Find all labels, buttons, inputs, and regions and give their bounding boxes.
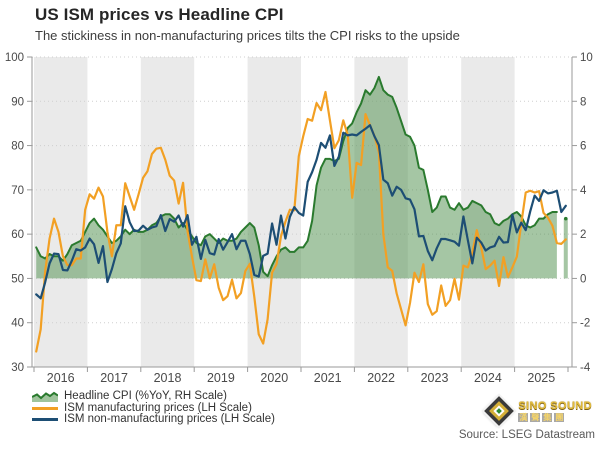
sinosound-logo: SINO SOUND 漢聲集團 [483,396,592,426]
svg-text:2023: 2023 [421,371,449,385]
svg-text:2021: 2021 [314,371,342,385]
svg-text:0: 0 [580,273,586,285]
svg-text:2025: 2025 [527,371,555,385]
legend-item: Headline CPI (%YoY, RH Scale) [32,391,275,403]
source-label: Source: LSEG Datastream [458,429,595,441]
svg-text:2019: 2019 [207,371,235,385]
legend-line-swatch-icon [32,406,58,410]
svg-text:2022: 2022 [367,371,395,385]
chart-legend: Headline CPI (%YoY, RH Scale) ISM manufac… [32,391,275,426]
svg-text:90: 90 [11,96,24,108]
series-ism-non-manufacturing [35,124,567,300]
svg-text:30: 30 [11,362,24,374]
svg-text:2017: 2017 [100,371,128,385]
svg-text:2016: 2016 [47,371,75,385]
svg-text:6: 6 [580,141,586,153]
svg-text:4: 4 [580,185,587,197]
logo-name: SINO SOUND [518,400,592,412]
legend-item: ISM manufacturing prices (LH Scale) [32,401,275,415]
axis-labels: 30 40 50 60 70 80 90 100 -4 -2 0 2 4 6 8 10 2016 2017 2018… [5,52,593,385]
svg-text:2020: 2020 [260,371,288,385]
legend-area-swatch-icon [32,392,58,403]
svg-text:70: 70 [11,185,24,197]
legend-label: Headline CPI (%YoY, RH Scale) [64,390,227,403]
legend-label: ISM manufacturing prices (LH Scale) [64,401,252,414]
svg-text:8: 8 [580,96,586,108]
sinosound-diamond-icon [483,396,515,426]
chart-subtitle: The stickiness in non-manufacturing pric… [35,28,460,43]
svg-text:-4: -4 [580,362,591,374]
chart-title: US ISM prices vs Headline CPI [35,5,284,24]
series-ism-manufacturing [35,90,567,353]
legend-item: ISM non-manufacturing prices (LH Scale) [32,414,275,426]
legend-label: ISM non-manufacturing prices (LH Scale) [64,413,275,426]
svg-text:60: 60 [11,229,24,241]
sinosound-logo-text: SINO SOUND 漢聲集團 [518,400,592,422]
svg-text:10: 10 [580,52,593,64]
svg-text:2018: 2018 [154,371,182,385]
logo-chinese: 漢聲集團 [518,413,565,422]
axes [27,56,577,372]
svg-text:40: 40 [11,318,24,330]
svg-text:50: 50 [11,273,24,285]
svg-text:2024: 2024 [474,371,502,385]
svg-text:100: 100 [5,52,24,64]
svg-text:80: 80 [11,141,24,153]
legend-line-swatch-icon [32,418,58,422]
svg-text:-2: -2 [580,318,590,330]
svg-text:2: 2 [580,229,586,241]
